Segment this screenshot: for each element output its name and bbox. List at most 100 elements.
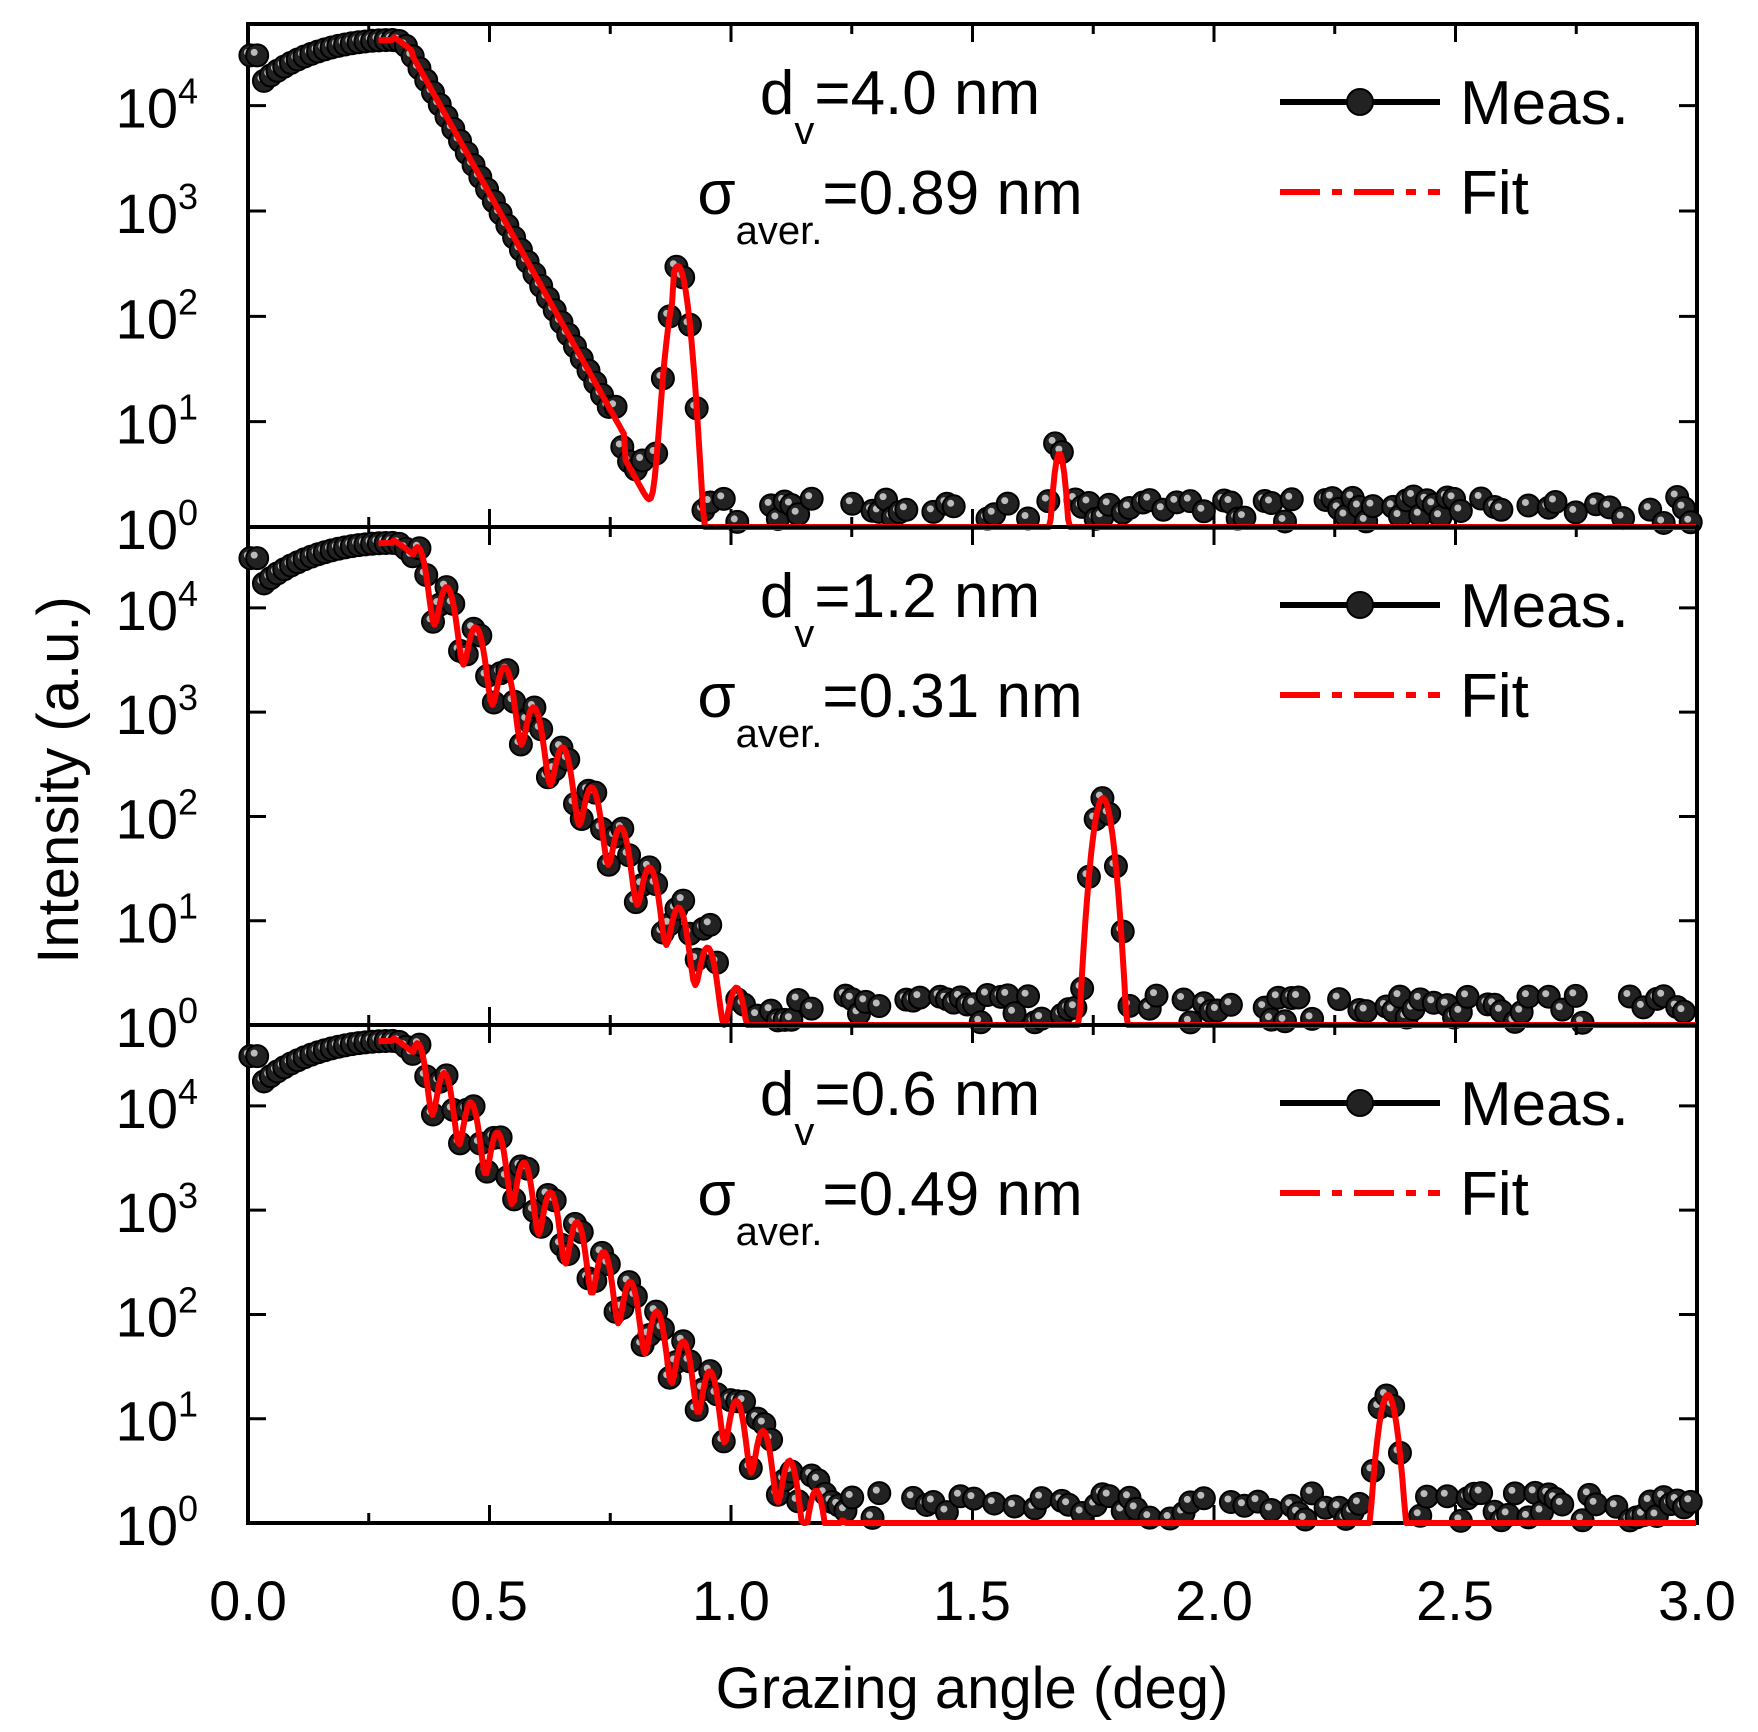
meas-point-highlight: [872, 1486, 880, 1494]
meas-point-highlight: [805, 1002, 813, 1010]
annotation-roughness: σaver.=0.49 nm: [697, 1160, 1082, 1254]
meas-point: [1671, 999, 1696, 1024]
meas-point-highlight: [1271, 991, 1279, 999]
meas-point-highlight: [1427, 996, 1435, 1004]
meas-point-highlight: [1352, 1497, 1360, 1505]
meas-point-highlight: [1048, 436, 1056, 444]
meas-point-highlight: [1684, 515, 1692, 523]
y-tick-label: 103: [116, 1175, 198, 1244]
meas-point-highlight: [1434, 510, 1442, 518]
y-tick-label: 101: [116, 1384, 198, 1453]
meas-point-highlight: [1454, 1005, 1462, 1013]
meas-point-highlight: [1488, 1505, 1496, 1513]
meas-point: [1516, 493, 1541, 518]
y-tick-label: 104: [116, 71, 198, 140]
meas-point: [961, 1486, 986, 1511]
meas-point-highlight: [1569, 505, 1577, 513]
meas-point: [1415, 1484, 1440, 1509]
legend-fit-label: Fit: [1460, 1160, 1529, 1229]
meas-point-highlight: [805, 492, 813, 500]
meas-point-highlight: [1494, 503, 1502, 511]
meas-point-highlight: [1001, 988, 1009, 996]
meas-point-highlight: [1150, 989, 1158, 997]
meas-point-highlight: [1298, 1512, 1306, 1520]
meas-point-highlight: [791, 507, 799, 515]
meas-point: [698, 912, 723, 937]
meas-point-highlight: [1129, 1502, 1137, 1510]
meas-point-highlight: [1183, 494, 1191, 502]
meas-point-highlight: [250, 551, 258, 559]
meas-point-highlight: [1393, 990, 1401, 998]
meas-point-highlight: [1319, 1501, 1327, 1509]
meas-point-highlight: [676, 894, 684, 902]
meas-point-highlight: [1677, 501, 1685, 509]
meas-point-highlight: [947, 499, 955, 507]
meas-point-highlight: [1555, 1003, 1563, 1011]
meas-point-highlight: [1623, 989, 1631, 997]
meas-point-highlight: [1521, 990, 1529, 998]
meas-point-highlight: [1224, 1495, 1232, 1503]
meas-point-highlight: [751, 1009, 759, 1017]
meas-point-highlight: [1657, 989, 1665, 997]
annotation-thickness: dv=4.0 nm: [760, 59, 1040, 153]
meas-point-highlight: [636, 453, 644, 461]
meas-point-highlight: [1521, 498, 1529, 506]
meas-point: [1469, 1481, 1494, 1506]
meas-point-highlight: [1183, 1015, 1191, 1023]
meas-point: [1455, 984, 1480, 1009]
meas-point-highlight: [1278, 514, 1286, 522]
meas-point-highlight: [1102, 1489, 1110, 1497]
meas-point: [799, 996, 824, 1021]
meas-point-highlight: [1008, 1006, 1016, 1014]
meas-point: [1191, 1486, 1216, 1511]
x-tick-labels: 0.0 0.5 1.0 1.5 2.0 2.5 3.0: [209, 1569, 1736, 1632]
meas-point: [1502, 1481, 1527, 1506]
meas-point-highlight: [1143, 1511, 1151, 1519]
meas-point-highlight: [811, 1473, 819, 1481]
meas-point-highlight: [1102, 498, 1110, 506]
meas-point-highlight: [1224, 998, 1232, 1006]
meas-point: [1293, 1507, 1318, 1532]
meas-point-highlight: [1501, 1508, 1509, 1516]
annotation-roughness: σaver.=0.89 nm: [697, 159, 1082, 253]
meas-point-highlight: [1339, 509, 1347, 517]
meas-point: [1259, 1498, 1284, 1523]
meas-point: [1347, 1491, 1372, 1516]
meas-point-highlight: [1251, 1495, 1259, 1503]
meas-point-highlight: [1589, 497, 1597, 505]
meas-point-highlight: [940, 1505, 948, 1513]
meas-point-highlight: [1285, 492, 1293, 500]
meas-point-highlight: [1521, 1510, 1529, 1518]
meas-point: [1279, 487, 1304, 512]
meas-point-highlight: [1569, 989, 1577, 997]
meas-point-highlight: [1420, 1490, 1428, 1498]
meas-point-highlight: [1589, 1497, 1597, 1505]
meas-point: [982, 1491, 1007, 1516]
meas-point-highlight: [1406, 489, 1414, 497]
meas-point: [867, 994, 892, 1019]
y-tick-label: 102: [116, 1279, 198, 1348]
meas-point-highlight: [879, 493, 887, 501]
meas-point: [245, 1044, 270, 1069]
meas-point-highlight: [1183, 1495, 1191, 1503]
meas-point-highlight: [730, 515, 738, 523]
meas-point-highlight: [1474, 492, 1482, 500]
meas-point-highlight: [1386, 500, 1394, 508]
meas-point-highlight: [987, 507, 995, 515]
meas-point-highlight: [1055, 445, 1063, 453]
meas-point-highlight: [926, 505, 934, 513]
meas-point-highlight: [1068, 1001, 1076, 1009]
meas-point: [1550, 1492, 1575, 1517]
meas-point-highlight: [953, 1489, 961, 1497]
meas-point-highlight: [1163, 1512, 1171, 1520]
meas-point-highlight: [1264, 1013, 1272, 1021]
meas-point: [1435, 1484, 1460, 1509]
meas-point: [1016, 984, 1041, 1009]
meas-point-highlight: [1461, 990, 1469, 998]
meas-point: [1144, 983, 1169, 1008]
meas-point-highlight: [1021, 989, 1029, 997]
meas-point: [995, 491, 1020, 516]
x-tick-label: 1.5: [933, 1569, 1011, 1632]
